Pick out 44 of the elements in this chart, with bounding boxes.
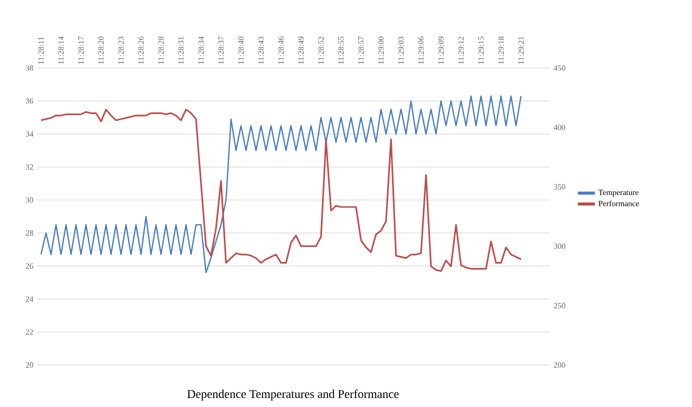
x-tick-label: 11:28:57 xyxy=(358,36,364,64)
x-tick-label: 11:28:49 xyxy=(298,36,304,64)
x-tick-label: 11:28:28 xyxy=(158,36,164,64)
x-tick-label: 11:28:34 xyxy=(198,36,204,64)
x-tick-label: 11:28:46 xyxy=(278,36,284,64)
x-tick-label: 11:28:11 xyxy=(38,37,44,64)
x-tick-label: 11:29:18 xyxy=(498,36,504,64)
x-tick-label: 11:29:09 xyxy=(438,36,444,64)
y-tick-label: 34 xyxy=(26,131,34,137)
x-tick-label: 11:28:43 xyxy=(258,36,264,64)
y2-tick-label: 300 xyxy=(554,244,566,249)
y2-tick-label: 400 xyxy=(554,124,566,130)
x-tick-label: 11:29:03 xyxy=(398,36,404,64)
y-tick-label: 22 xyxy=(26,329,34,335)
x-tick-label: 11:28:37 xyxy=(218,36,224,64)
legend-label: Performance xyxy=(598,200,639,206)
x-tick-label: 11:28:31 xyxy=(178,36,184,64)
x-tick-label: 11:28:14 xyxy=(58,36,64,64)
legend-label: Temperature xyxy=(598,190,638,197)
x-tick-label: 11:29:12 xyxy=(458,36,464,64)
x-tick-label: 11:28:26 xyxy=(138,36,144,64)
x-tick-label: 11:29:00 xyxy=(378,36,384,64)
y2-tick-label: 250 xyxy=(554,302,566,308)
y-tick-label: 30 xyxy=(26,197,34,203)
y-tick-label: 28 xyxy=(26,230,34,236)
x-tick-label: 11:29:21 xyxy=(518,36,524,64)
x-tick-label: 11:28:40 xyxy=(238,36,244,64)
text: Dependence Temperatures and Performance xyxy=(187,389,399,401)
y-tick-label: 36 xyxy=(26,98,34,104)
y-tick-label: 38 xyxy=(26,65,34,71)
y-tick-label: 24 xyxy=(26,296,34,302)
y2-tick-label: 200 xyxy=(554,362,566,368)
x-tick-label: 11:28:55 xyxy=(338,36,344,64)
y2-tick-label: 450 xyxy=(554,65,566,71)
x-tick-label: 11:28:17 xyxy=(78,36,84,64)
x-tick-label: 11:28:20 xyxy=(98,36,104,64)
x-tick-label: 11:29:06 xyxy=(418,36,424,64)
x-tick-label: 11:28:52 xyxy=(318,36,324,64)
x-tick-label: 11:29:15 xyxy=(478,36,484,64)
y-tick-label: 20 xyxy=(26,362,34,368)
x-tick-label: 11:28:23 xyxy=(118,36,124,64)
y2-tick-label: 350 xyxy=(554,184,566,190)
y-tick-label: 32 xyxy=(26,164,34,170)
y-tick-label: 26 xyxy=(26,263,34,269)
